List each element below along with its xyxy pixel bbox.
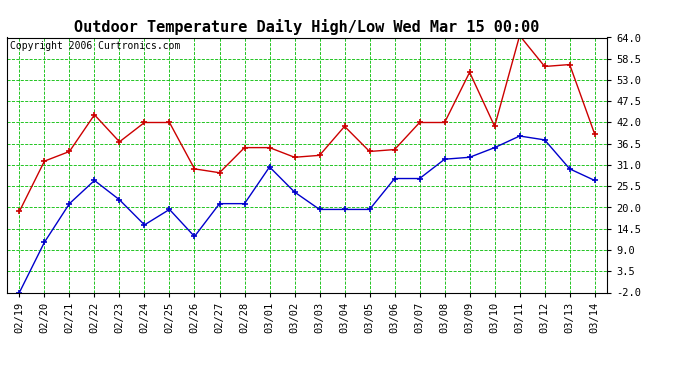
Title: Outdoor Temperature Daily High/Low Wed Mar 15 00:00: Outdoor Temperature Daily High/Low Wed M…	[75, 19, 540, 35]
Text: Copyright 2006 Curtronics.com: Copyright 2006 Curtronics.com	[10, 41, 180, 51]
